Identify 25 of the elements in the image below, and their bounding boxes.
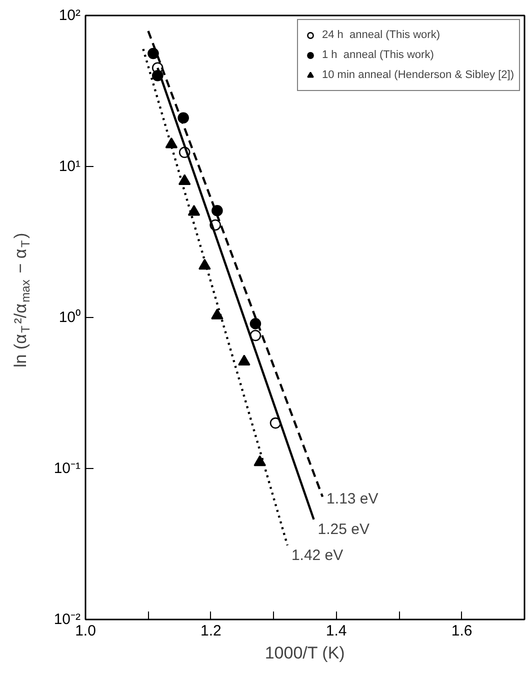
x-tick-label: 1.2 [200, 622, 222, 640]
y-tick-label: 10¹ [58, 158, 81, 175]
point [211, 308, 224, 320]
y-tick-label: 10⁰ [58, 309, 81, 326]
y-axis-title: ln (αT²/αmax − αT) [11, 232, 32, 368]
annotation: 1.25 eV [318, 520, 370, 538]
legend-label: 24 h anneal (This work) [322, 28, 440, 42]
legend-label: 10 min anneal (Henderson & Sibley [2]) [322, 68, 514, 82]
x-tick-label: 1.6 [451, 622, 472, 640]
point [250, 318, 262, 330]
legend-label: 1 h anneal (This work) [322, 48, 434, 62]
y-tick-label: 10² [58, 7, 81, 24]
point [178, 174, 191, 185]
y-tick-label: 10⁻¹ [54, 460, 81, 477]
annotation: 1.13 eV [326, 490, 378, 508]
point [238, 354, 250, 366]
annotation: 1.42 eV [291, 546, 344, 564]
x-axis-title: 1000/T (K) [264, 644, 345, 662]
point [250, 330, 262, 342]
point [148, 48, 159, 60]
point [165, 137, 178, 148]
x-tick-label: 1.4 [326, 622, 347, 640]
point [188, 204, 200, 216]
point [254, 455, 266, 466]
x-tick-label: 1.0 [75, 622, 96, 640]
